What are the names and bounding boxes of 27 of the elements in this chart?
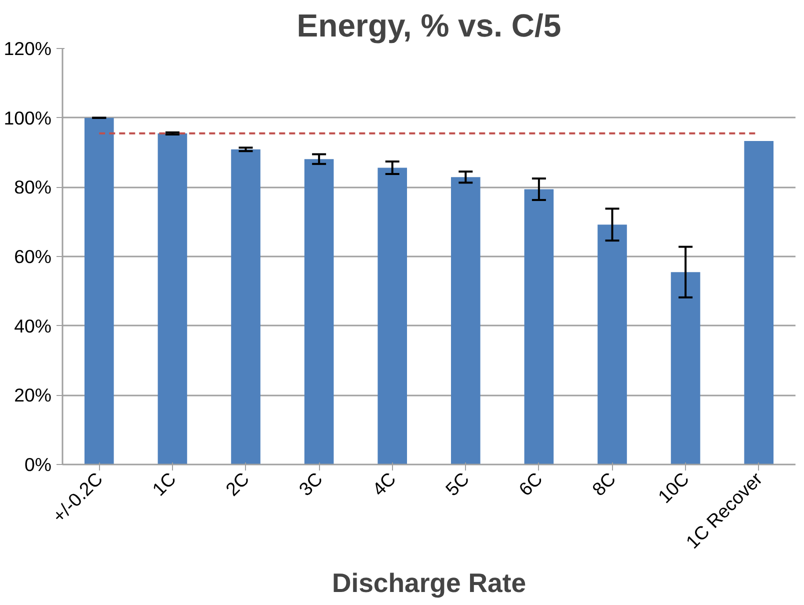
bar xyxy=(598,224,627,464)
bar xyxy=(304,159,334,464)
bar xyxy=(84,118,114,464)
bar xyxy=(158,133,188,464)
x-tick-label: 8C xyxy=(588,468,620,500)
x-tick-label: 4C xyxy=(368,468,400,500)
y-tick-label: 40% xyxy=(14,315,52,336)
y-tick-label: 100% xyxy=(4,107,52,128)
y-tick-label: 60% xyxy=(14,246,52,267)
y-tick-label: 0% xyxy=(24,454,52,475)
bar xyxy=(378,168,408,464)
y-tick-label: 20% xyxy=(14,384,52,406)
x-tick-label: 6C xyxy=(514,468,546,500)
bar xyxy=(524,189,554,464)
x-tick-label: 5C xyxy=(441,468,474,500)
x-tick-label: 10C xyxy=(654,468,693,508)
y-tick-label: 120% xyxy=(4,38,52,59)
bar xyxy=(744,141,774,464)
chart-title: Energy, % vs. C/5 xyxy=(296,8,562,44)
x-axis-title: Discharge Rate xyxy=(332,568,526,598)
x-tick-label: 1C xyxy=(148,468,180,500)
x-tick-label: 3C xyxy=(294,468,326,500)
bar xyxy=(231,149,260,464)
bar xyxy=(670,272,700,464)
bar xyxy=(450,177,480,464)
y-tick-label: 80% xyxy=(14,176,52,198)
x-tick-label: 2C xyxy=(221,468,254,500)
